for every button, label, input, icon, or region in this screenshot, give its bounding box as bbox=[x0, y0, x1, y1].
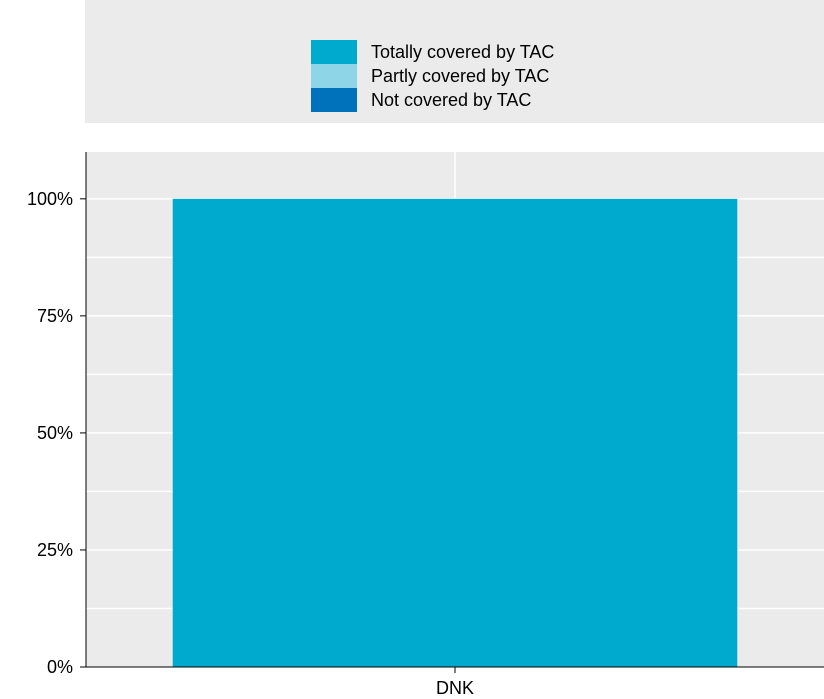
y-tick-label: 100% bbox=[27, 189, 73, 209]
legend-swatch bbox=[311, 88, 357, 112]
legend-swatch bbox=[311, 64, 357, 88]
legend-label: Totally covered by TAC bbox=[371, 42, 554, 62]
y-tick-label: 50% bbox=[37, 423, 73, 443]
y-tick-label: 0% bbox=[47, 657, 73, 677]
x-axis-ticks: DNK bbox=[436, 667, 474, 698]
legend-background bbox=[85, 0, 824, 123]
bar-segment bbox=[172, 198, 738, 667]
y-axis-ticks: 0% 25% 50% 75% 100% bbox=[27, 189, 86, 677]
y-tick-label: 75% bbox=[37, 306, 73, 326]
legend-label: Not covered by TAC bbox=[371, 90, 531, 110]
y-tick-label: 25% bbox=[37, 540, 73, 560]
legend-swatch bbox=[311, 40, 357, 64]
x-tick-label: DNK bbox=[436, 678, 474, 698]
legend-label: Partly covered by TAC bbox=[371, 66, 549, 86]
bars bbox=[172, 198, 738, 667]
legend: Totally covered by TAC Partly covered by … bbox=[311, 40, 554, 112]
